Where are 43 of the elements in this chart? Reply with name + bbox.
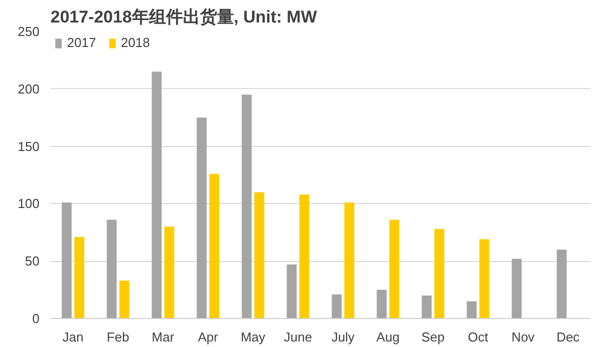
- y-tick-label: 250: [18, 24, 40, 39]
- bar: [74, 236, 84, 318]
- bar: [62, 202, 72, 318]
- x-tick-label: Feb: [106, 330, 130, 344]
- bar: [466, 301, 477, 318]
- chart-title: 2017-2018年组件出货量, Unit: MW: [50, 8, 318, 26]
- x-tick-label: Sep: [421, 330, 445, 344]
- x-tick-label: Nov: [511, 330, 536, 344]
- bar: [119, 280, 130, 318]
- bar: [209, 174, 220, 318]
- bar: [299, 194, 310, 318]
- x-tick-label: June: [284, 330, 312, 344]
- bar: [106, 220, 117, 318]
- x-tick-label: Apr: [198, 330, 219, 344]
- bar: [242, 94, 252, 318]
- bar: [196, 118, 207, 318]
- x-tick-label: Oct: [468, 330, 488, 344]
- x-tick-label: July: [331, 330, 356, 344]
- bar: [254, 192, 264, 318]
- bar: [332, 294, 342, 318]
- bar: [164, 226, 174, 318]
- x-tick-label: Aug: [376, 330, 400, 344]
- x-tick-label: Dec: [556, 330, 580, 344]
- bar: [152, 72, 162, 318]
- bar: [389, 220, 400, 318]
- y-tick-label: 100: [18, 196, 40, 212]
- bar: [344, 202, 354, 318]
- y-tick-label: 50: [25, 254, 40, 269]
- y-tick-label: 150: [18, 138, 40, 154]
- y-tick-label: 200: [18, 81, 40, 96]
- bar: [376, 290, 387, 318]
- bar: [479, 239, 490, 318]
- bar: [286, 264, 297, 318]
- bar: [434, 228, 444, 318]
- bar: [422, 296, 432, 318]
- y-tick-label: 0: [32, 311, 40, 326]
- x-tick-label: Mar: [152, 330, 175, 344]
- legend-label: 2018: [120, 35, 150, 50]
- legend-label: 2017: [67, 35, 96, 50]
- x-tick-label: May: [240, 330, 266, 344]
- x-tick-label: Jan: [62, 330, 84, 344]
- bar: [556, 250, 567, 318]
- bar: [512, 258, 522, 318]
